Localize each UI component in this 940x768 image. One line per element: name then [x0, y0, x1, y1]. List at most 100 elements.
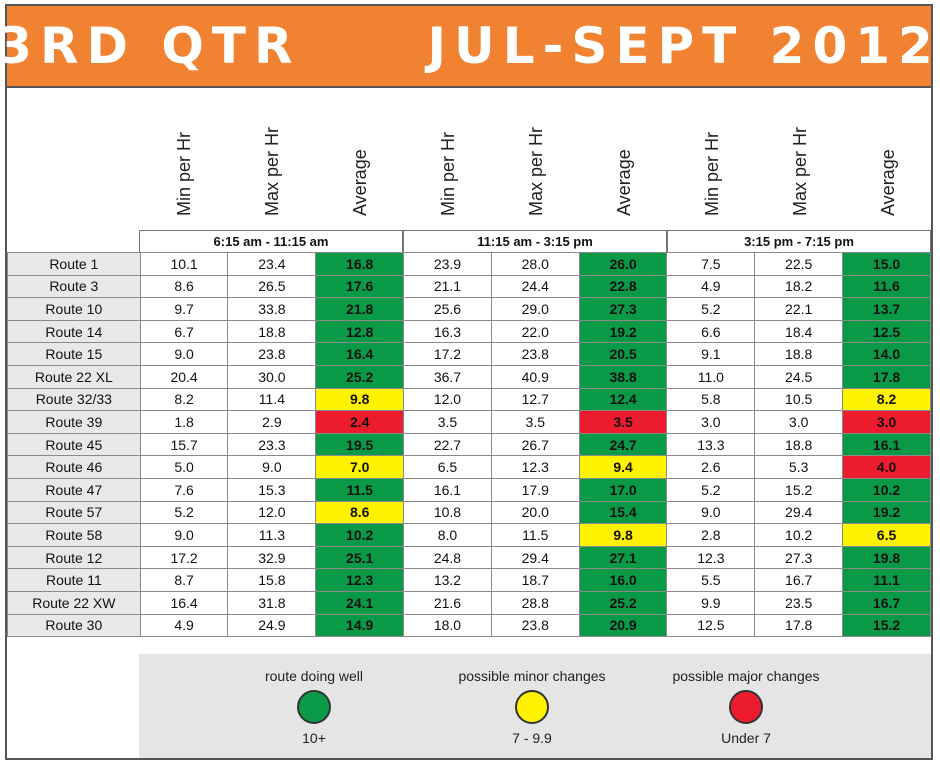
average-cell: 21.8 [315, 297, 405, 321]
average-cell: 10.2 [842, 477, 931, 502]
max-per-hr-cell: 9.0 [227, 455, 317, 479]
max-per-hr-cell: 32.9 [227, 545, 317, 570]
time-period-evening: 3:15 pm - 7:15 pm [667, 230, 931, 252]
route-name-cell: Route 14 [7, 319, 141, 344]
max-per-hr-cell: 12.0 [227, 500, 317, 525]
average-cell: 19.8 [842, 545, 931, 570]
max-per-hr-cell: 15.3 [227, 477, 317, 502]
column-header: Max per Hr [491, 106, 579, 216]
average-cell: 12.4 [578, 387, 668, 412]
min-per-hr-cell: 10.8 [403, 500, 492, 525]
average-cell: 7.0 [315, 455, 405, 479]
max-per-hr-cell: 17.9 [490, 477, 580, 502]
min-per-hr-cell: 9.7 [139, 297, 229, 321]
min-per-hr-cell: 1.8 [139, 410, 229, 434]
max-per-hr-cell: 31.8 [227, 590, 317, 615]
route-name-cell: Route 12 [7, 545, 141, 570]
max-per-hr-cell: 5.3 [754, 455, 844, 479]
legend-label: route doing well [264, 668, 364, 684]
max-per-hr-cell: 18.7 [490, 568, 580, 592]
route-name-cell: Route 11 [7, 568, 141, 592]
average-cell: 25.2 [315, 364, 405, 389]
max-per-hr-cell: 10.2 [754, 523, 844, 547]
table-row: Route 30 4.9 24.9 14.9 18.0 23.8 20.9 12.5 17.8 1… [7, 613, 931, 638]
min-per-hr-cell: 5.2 [666, 297, 756, 321]
max-per-hr-cell: 22.1 [754, 297, 844, 321]
max-per-hr-cell: 29.4 [490, 545, 580, 570]
title-banner: 3RD QTR JUL-SEPT 2012 [0, 6, 933, 88]
max-per-hr-cell: 17.8 [754, 613, 844, 638]
green-circle-icon [297, 690, 331, 724]
table-row: Route 15 9.0 23.8 16.4 17.2 23.8 20.5 9.1 18.8 14… [7, 342, 931, 366]
min-per-hr-cell: 12.3 [666, 545, 756, 570]
average-cell: 19.5 [315, 432, 405, 457]
average-cell: 13.7 [842, 297, 931, 321]
max-per-hr-cell: 3.0 [754, 410, 844, 434]
route-name-cell: Route 22 XW [7, 590, 141, 615]
min-per-hr-cell: 8.2 [139, 387, 229, 412]
average-cell: 19.2 [842, 500, 931, 525]
max-per-hr-cell: 15.8 [227, 568, 317, 592]
page-title: 3RD QTR JUL-SEPT 2012 [0, 17, 940, 75]
max-per-hr-cell: 16.7 [754, 568, 844, 592]
legend-range: 10+ [302, 730, 326, 746]
max-per-hr-cell: 40.9 [490, 364, 580, 389]
min-per-hr-cell: 9.0 [666, 500, 756, 525]
route-name-cell: Route 57 [7, 500, 141, 525]
min-per-hr-cell: 6.6 [666, 319, 756, 344]
table-row: Route 1 10.1 23.4 16.8 23.9 28.0 26.0 7.5 22.5 15… [7, 252, 931, 276]
time-period-midday: 11:15 am - 3:15 pm [403, 230, 667, 252]
max-per-hr-cell: 11.4 [227, 387, 317, 412]
average-cell: 12.8 [315, 319, 405, 344]
table-row: Route 46 5.0 9.0 7.0 6.5 12.3 9.4 2.6 5.3 4.0 [7, 455, 931, 479]
min-per-hr-cell: 16.4 [139, 590, 229, 615]
column-header-label: Average [878, 149, 898, 216]
max-per-hr-cell: 18.8 [754, 432, 844, 457]
legend: route doing well 10+ possible minor chan… [139, 654, 931, 758]
route-name-cell: Route 15 [7, 342, 141, 366]
route-name-cell: Route 30 [7, 613, 141, 638]
min-per-hr-cell: 5.0 [139, 455, 229, 479]
average-cell: 24.7 [578, 432, 668, 457]
max-per-hr-cell: 24.5 [754, 364, 844, 389]
average-cell: 16.8 [315, 252, 405, 276]
average-cell: 3.5 [578, 410, 668, 434]
min-per-hr-cell: 16.1 [403, 477, 492, 502]
report-frame: 3RD QTR JUL-SEPT 2012 Min per Hr Max per… [0, 4, 933, 760]
min-per-hr-cell: 3.0 [666, 410, 756, 434]
column-header: Average [579, 106, 667, 216]
max-per-hr-cell: 23.3 [227, 432, 317, 457]
column-header-label: Average [614, 149, 634, 216]
average-cell: 9.8 [315, 387, 405, 412]
max-per-hr-cell: 15.2 [754, 477, 844, 502]
max-per-hr-cell: 30.0 [227, 364, 317, 389]
min-per-hr-cell: 36.7 [403, 364, 492, 389]
time-period-morning: 6:15 am - 11:15 am [139, 230, 403, 252]
average-cell: 20.9 [578, 613, 668, 638]
max-per-hr-cell: 28.0 [490, 252, 580, 276]
route-name-cell: Route 45 [7, 432, 141, 457]
average-cell: 16.1 [842, 432, 931, 457]
max-per-hr-cell: 18.8 [227, 319, 317, 344]
min-per-hr-cell: 12.5 [666, 613, 756, 638]
route-name-cell: Route 46 [7, 455, 141, 479]
legend-label: possible major changes [672, 668, 820, 684]
table-row: Route 12 17.2 32.9 25.1 24.8 29.4 27.1 12.3 27.3… [7, 545, 931, 570]
average-cell: 16.4 [315, 342, 405, 366]
min-per-hr-cell: 8.7 [139, 568, 229, 592]
table-row: Route 22 XL 20.4 30.0 25.2 36.7 40.9 38.8 11.0 2… [7, 364, 931, 389]
max-per-hr-cell: 2.9 [227, 410, 317, 434]
max-per-hr-cell: 27.3 [754, 545, 844, 570]
table-row: Route 11 8.7 15.8 12.3 13.2 18.7 16.0 5.5 16.7 11… [7, 568, 931, 592]
average-cell: 8.6 [315, 500, 405, 525]
column-header: Max per Hr [227, 106, 315, 216]
min-per-hr-cell: 21.6 [403, 590, 492, 615]
average-cell: 9.4 [578, 455, 668, 479]
min-per-hr-cell: 6.5 [403, 455, 492, 479]
max-per-hr-cell: 23.8 [490, 613, 580, 638]
min-per-hr-cell: 2.6 [666, 455, 756, 479]
average-cell: 11.6 [842, 274, 931, 299]
max-per-hr-cell: 12.3 [490, 455, 580, 479]
average-cell: 15.0 [842, 252, 931, 276]
legend-range: 7 - 9.9 [512, 730, 552, 746]
